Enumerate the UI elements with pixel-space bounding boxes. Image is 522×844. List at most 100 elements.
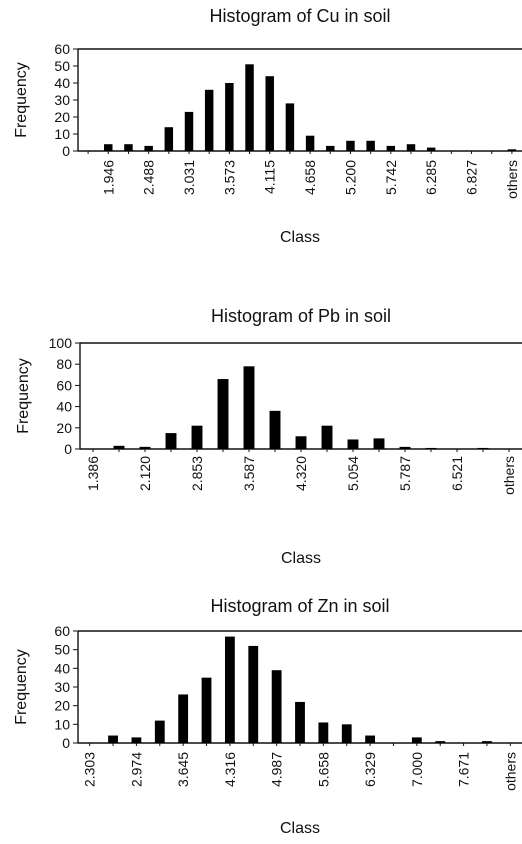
histogram-bar: [406, 144, 416, 151]
y-tick-label: 60: [54, 41, 70, 57]
y-tick-label: 0: [62, 143, 70, 159]
y-tick-label: 20: [54, 698, 70, 714]
histogram-bar: [131, 737, 142, 743]
y-tick-label: 40: [56, 399, 72, 415]
y-tick-label: 10: [54, 126, 70, 142]
x-category-label: 6.521: [449, 456, 465, 491]
chart-title: Histogram of Zn in soil: [210, 596, 389, 616]
y-tick-label: 50: [54, 58, 70, 74]
y-tick-label: 20: [56, 420, 72, 436]
histogram-bar: [326, 145, 335, 151]
y-tick-label: 10: [54, 716, 70, 732]
histogram-bar: [285, 103, 295, 151]
histogram-bar: [225, 83, 234, 151]
x-axis-title: Class: [280, 229, 320, 246]
histogram-bar: [184, 111, 194, 151]
y-tick-label: 80: [56, 356, 72, 372]
histogram-bar: [245, 64, 254, 151]
x-category-label: 5.658: [315, 752, 331, 787]
y-tick-label: 20: [54, 109, 70, 125]
histogram-bar: [144, 145, 153, 151]
histogram-bar: [373, 438, 385, 449]
histogram-bar: [178, 694, 189, 743]
y-tick-label: 60: [56, 377, 72, 393]
x-category-label: 2.974: [128, 752, 144, 787]
chart-title: Histogram of Cu in soil: [209, 6, 390, 26]
y-tick-label: 30: [54, 92, 70, 108]
x-category-label: 6.827: [464, 160, 480, 195]
histogram-bar: [318, 722, 329, 743]
x-category-label: 3.573: [221, 160, 237, 195]
x-category-label: 5.742: [383, 160, 399, 195]
histogram-bar: [124, 144, 133, 151]
histogram-bar: [164, 127, 174, 151]
histogram-bar: [265, 76, 274, 151]
x-category-label: 3.031: [181, 160, 197, 195]
x-category-label: 2.303: [82, 752, 98, 787]
x-category-label: 4.320: [293, 456, 309, 491]
y-tick-label: 60: [54, 623, 70, 639]
histogram-bar: [295, 701, 305, 743]
x-category-label: others: [501, 456, 517, 495]
histogram-bar: [435, 741, 446, 743]
y-axis-title: Frequency: [15, 358, 32, 434]
x-category-label: 3.645: [175, 752, 191, 787]
x-category-label: 5.054: [345, 456, 361, 491]
y-tick-label: 40: [54, 75, 70, 91]
histogram-bar: [139, 446, 151, 449]
y-tick-label: 0: [64, 441, 72, 457]
x-category-label: 3.587: [241, 456, 257, 491]
histogram-bar: [165, 433, 177, 449]
x-category-label: 4.115: [262, 160, 278, 194]
histogram-bar: [347, 439, 359, 449]
histogram-bar: [321, 425, 333, 449]
x-category-label: 5.200: [342, 160, 358, 195]
histogram-bar: [243, 366, 255, 449]
histogram-bar: [507, 149, 517, 151]
histogram-bar: [365, 735, 376, 743]
histogram-bar: [191, 425, 203, 449]
x-category-label: 2.120: [137, 456, 153, 491]
histogram-bar: [108, 735, 118, 743]
x-category-label: 4.658: [302, 160, 318, 195]
histogram-bar: [305, 135, 315, 151]
x-category-label: 7.671: [456, 752, 472, 787]
x-category-label: 4.316: [222, 752, 238, 787]
histogram-bar: [217, 379, 229, 449]
histogram-bar: [295, 436, 307, 449]
y-tick-label: 40: [54, 660, 70, 676]
histogram-bar: [104, 144, 113, 151]
histogram-bar: [366, 140, 375, 151]
y-tick-label: 100: [49, 335, 73, 351]
y-axis-title: Frequency: [13, 62, 30, 138]
x-category-label: others: [502, 752, 518, 791]
histogram-bar: [477, 447, 489, 449]
histogram-bar: [248, 645, 259, 743]
histogram-bar: [426, 147, 436, 151]
x-category-label: 4.987: [269, 752, 285, 787]
y-axis-title: Frequency: [13, 649, 30, 725]
y-tick-label: 30: [54, 679, 70, 695]
histogram-bar: [269, 410, 281, 449]
x-category-label: 7.000: [409, 752, 425, 787]
histogram-bar: [425, 447, 437, 449]
histogram-bar: [201, 677, 212, 743]
histogram-bar: [224, 636, 235, 743]
histogram-bar: [341, 724, 352, 743]
y-tick-label: 0: [62, 735, 70, 751]
x-category-label: 1.946: [100, 160, 116, 195]
x-axis-title: Class: [280, 820, 320, 837]
histogram-bar: [386, 145, 396, 151]
histogram-bar: [411, 737, 422, 743]
histogram-bar: [482, 741, 492, 743]
x-category-label: 6.329: [362, 752, 378, 787]
x-category-label: 6.285: [423, 160, 439, 195]
histogram-bar: [346, 140, 355, 151]
x-axis-title: Class: [281, 550, 321, 567]
histogram-bar: [399, 446, 411, 449]
x-category-label: 5.787: [397, 456, 413, 491]
x-category-label: 1.386: [85, 456, 101, 491]
histogram-bar: [113, 445, 125, 449]
histogram-bar: [271, 670, 282, 743]
